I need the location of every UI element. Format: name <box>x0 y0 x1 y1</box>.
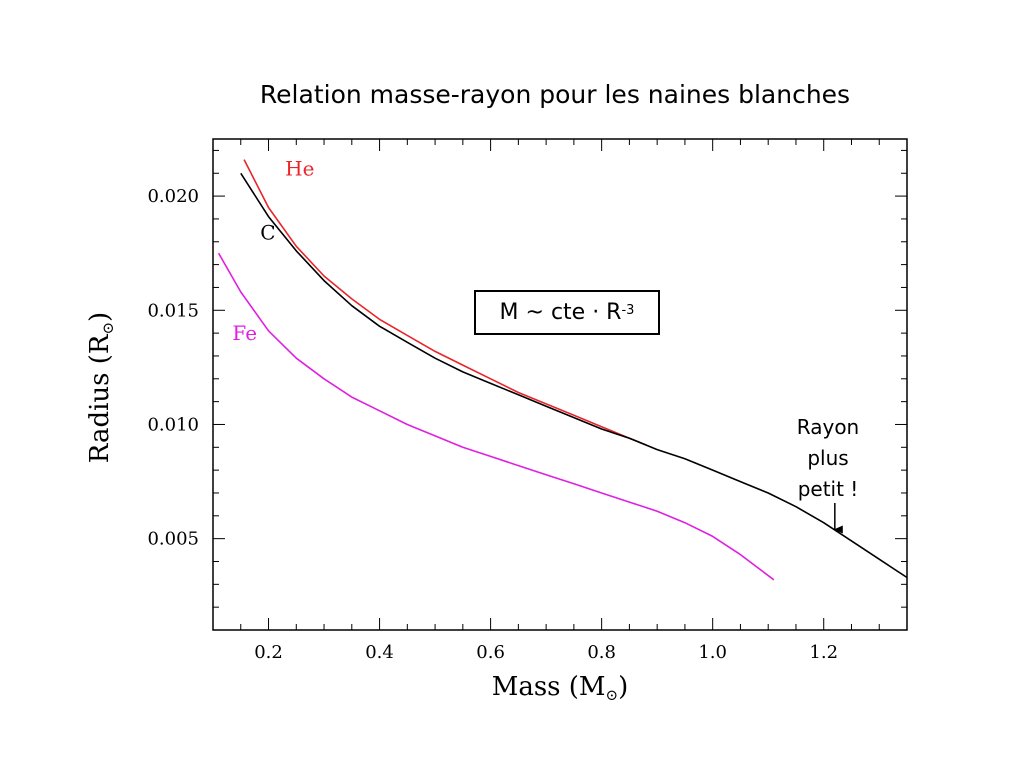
series-label-fe: Fe <box>232 321 257 345</box>
x-tick-label: 1.2 <box>809 642 838 663</box>
x-tick-label: 0.8 <box>587 642 616 663</box>
chart-title: Relation masse-rayon pour les naines bla… <box>259 80 851 109</box>
y-tick-label: 0.015 <box>147 300 199 321</box>
x-tick-label: 0.2 <box>254 642 283 663</box>
y-axis-label: Radius (R⊙) <box>85 312 117 463</box>
series-line-he <box>243 159 647 446</box>
plot-frame <box>212 138 908 631</box>
series-line-c <box>240 172 908 579</box>
note-text: Rayon plus petit ! <box>796 415 860 501</box>
x-axis-label: Mass (M⊙) <box>492 672 629 704</box>
formula-text: M ~ cte · R <box>499 300 622 325</box>
x-tick-label: 1.0 <box>698 642 727 663</box>
series-label-c: C <box>260 220 275 244</box>
y-tick-label: 0.010 <box>147 414 199 435</box>
x-tick-label: 0.4 <box>365 642 394 663</box>
labels-layer: 0.2 0.4 0.6 0.8 1.0 1.2 0.005 0.010 0.015 0.020 Ma… <box>85 157 838 704</box>
x-tick-label: 0.6 <box>476 642 505 663</box>
formula-box: M ~ cte · R -3 <box>474 290 660 335</box>
axis-ticks <box>212 139 908 630</box>
series-label-he: He <box>285 157 314 181</box>
y-tick-label: 0.020 <box>147 186 199 207</box>
series-line-fe <box>217 252 775 581</box>
y-tick-label: 0.005 <box>147 529 199 550</box>
formula-exponent: -3 <box>621 303 635 318</box>
series-layer <box>217 159 908 581</box>
